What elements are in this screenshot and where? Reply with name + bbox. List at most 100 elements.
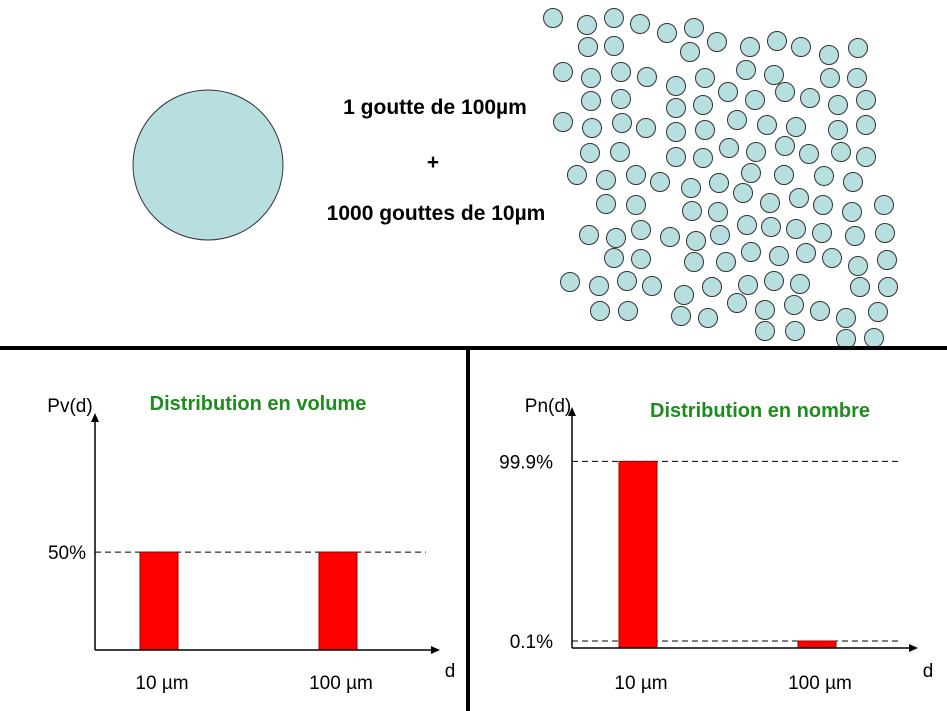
small-droplet — [785, 321, 805, 341]
small-droplet — [604, 8, 624, 28]
section-dividers — [0, 346, 947, 711]
small-droplet — [671, 306, 691, 326]
bar — [797, 640, 837, 649]
small-droplet — [666, 76, 686, 96]
small-droplet — [637, 67, 657, 87]
small-droplet — [842, 202, 862, 222]
x-axis-label: d — [445, 661, 456, 682]
small-droplet — [819, 45, 839, 65]
small-droplet — [822, 248, 842, 268]
small-droplet — [606, 228, 626, 248]
small-droplet — [769, 246, 789, 266]
small-droplet — [657, 23, 677, 43]
small-droplet — [610, 142, 630, 162]
small-droplet — [707, 32, 727, 52]
small-droplet — [843, 172, 863, 192]
small-droplet — [578, 37, 598, 57]
small-droplet — [741, 163, 761, 183]
small-droplet — [745, 90, 765, 110]
large-droplet-label: 1 goutte de 100µm — [343, 96, 527, 119]
small-droplet — [755, 300, 775, 320]
small-droplet — [650, 172, 670, 192]
small-droplet — [695, 120, 715, 140]
x-tick-label: 100 µm — [788, 673, 852, 694]
number-distribution-chart: Distribution en nombre Pn(d) d 99.9% 0.1%… — [499, 396, 933, 694]
small-droplet — [746, 142, 766, 162]
y-axis-label: Pn(d) — [525, 396, 571, 417]
small-droplet — [831, 142, 851, 162]
small-droplet — [856, 115, 876, 135]
small-droplet — [850, 277, 870, 297]
small-droplet — [864, 328, 884, 348]
small-droplet — [760, 193, 780, 213]
y-axis-label: Pv(d) — [47, 396, 92, 417]
small-droplet — [708, 202, 728, 222]
small-droplet — [581, 91, 601, 111]
small-droplet — [845, 226, 865, 246]
volume-distribution-chart: Distribution en volume Pv(d) d 50% 10 µm 1… — [47, 393, 455, 694]
small-droplet — [631, 249, 651, 269]
small-droplet — [682, 201, 702, 221]
small-droplet — [764, 271, 784, 291]
small-droplet — [878, 277, 898, 297]
small-droplet — [626, 165, 646, 185]
small-droplet — [814, 166, 834, 186]
small-droplet — [626, 195, 646, 215]
small-droplet — [733, 183, 753, 203]
small-droplet — [786, 117, 806, 137]
small-droplet — [737, 215, 757, 235]
small-droplet — [791, 37, 811, 57]
small-droplet — [666, 98, 686, 118]
small-droplet — [617, 271, 637, 291]
small-droplet — [767, 31, 787, 51]
y-axis-arrow-icon — [91, 413, 99, 422]
small-droplet — [848, 256, 868, 276]
small-droplet — [800, 88, 820, 108]
x-tick-label: 100 µm — [309, 673, 373, 694]
small-droplet — [775, 136, 795, 156]
small-droplet — [642, 276, 662, 296]
small-droplet — [681, 178, 701, 198]
bar — [618, 460, 658, 649]
small-droplet — [820, 68, 840, 88]
small-droplet — [741, 242, 761, 262]
small-droplet — [686, 231, 706, 251]
small-droplet — [856, 147, 876, 167]
small-droplet — [716, 252, 736, 272]
small-droplet-cluster — [543, 8, 898, 349]
small-droplet — [611, 89, 631, 109]
small-droplet — [596, 194, 616, 214]
x-axis-arrow-icon — [431, 646, 440, 654]
small-droplet — [718, 82, 738, 102]
small-droplet — [567, 165, 587, 185]
small-droplet — [789, 188, 809, 208]
small-droplet — [660, 227, 680, 247]
small-droplet — [875, 223, 895, 243]
bar — [139, 551, 179, 651]
small-droplet — [543, 8, 563, 28]
small-droplet — [836, 308, 856, 328]
small-droplet — [828, 95, 848, 115]
small-droplet — [755, 321, 775, 341]
small-droplet — [709, 173, 729, 193]
small-droplet — [693, 95, 713, 115]
small-droplet — [740, 37, 760, 57]
small-droplet — [810, 301, 830, 321]
small-droplet — [631, 220, 651, 240]
small-droplet — [727, 293, 747, 313]
y-tick-label: 0.1% — [510, 632, 553, 653]
small-droplet — [836, 329, 856, 349]
droplet-illustration — [132, 8, 898, 349]
y-tick-label: 99.9% — [499, 452, 553, 473]
small-droplet — [727, 110, 747, 130]
small-droplet — [666, 122, 686, 142]
small-droplet — [702, 277, 722, 297]
small-droplet — [813, 195, 833, 215]
small-droplet — [736, 60, 756, 80]
small-droplet — [799, 144, 819, 164]
small-droplet — [589, 276, 609, 296]
small-droplet — [582, 118, 602, 138]
small-droplet — [596, 170, 616, 190]
small-droplet — [611, 62, 631, 82]
